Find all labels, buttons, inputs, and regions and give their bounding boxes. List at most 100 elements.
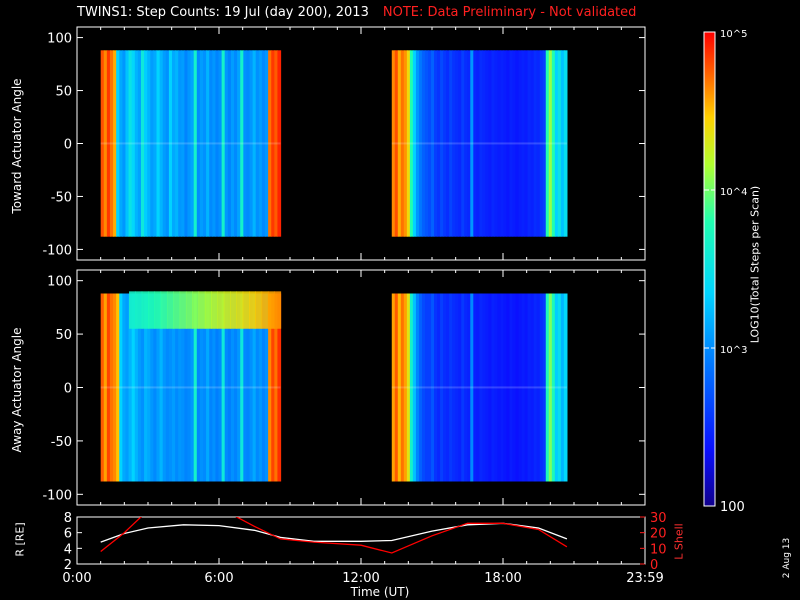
heatmap-column-1-1-26: [470, 293, 474, 482]
heatmap-column-1-0-1: [103, 293, 108, 482]
heatmap-column-0-0-57: [277, 50, 282, 237]
hot-band-cell-2: [141, 291, 149, 329]
heatmap-column-0-1-11: [424, 50, 429, 237]
hot-band-cell-21: [261, 291, 269, 329]
heatmap-column-1-0-56: [274, 293, 279, 482]
heatmap-column-0-0-26: [181, 50, 185, 237]
heatmap-column-0-0-27: [184, 50, 189, 237]
heatmap-column-0-0-49: [252, 50, 257, 237]
preliminary-note: NOTE: Data Preliminary - Not validated: [382, 5, 637, 20]
xtick-label-3: 18:00: [484, 571, 521, 586]
orbit-rtick-label-2: 10: [650, 542, 667, 557]
heatmap-column-0-0-36: [212, 50, 217, 237]
ytick-label-1-3: -50: [51, 435, 72, 450]
hot-band-cell-18: [242, 291, 250, 329]
heatmap-column-0-1-51: [545, 50, 550, 237]
heatmap-column-1-1-20: [452, 293, 456, 482]
heatmap-column-0-1-17: [443, 50, 447, 237]
heatmap-column-0-1-48: [536, 50, 541, 237]
heatmap-column-0-1-28: [476, 50, 480, 237]
heatmap-column-1-0-49: [252, 293, 257, 482]
heatmap-column-1-0-26: [181, 293, 185, 482]
heatmap-column-0-0-12: [137, 50, 142, 237]
heatmap-column-0-1-7: [412, 50, 417, 237]
heatmap-column-1-0-5: [116, 293, 120, 482]
colorbar: [703, 31, 716, 507]
hot-band-cell-3: [148, 291, 155, 329]
heatmap-column-1-0-53: [265, 293, 269, 482]
heatmap-column-0-1-33: [491, 50, 496, 237]
heatmap-column-0-1-42: [518, 50, 523, 237]
heatmap-column-0-0-0: [100, 50, 105, 237]
heatmap-column-1-1-52: [548, 293, 553, 482]
hot-band-cell-23: [274, 291, 282, 329]
orbit-rtick-label-0: 30: [650, 511, 667, 526]
heatmap-column-1-0-57: [277, 293, 282, 482]
heatmap-column-0-1-31: [485, 50, 489, 237]
heatmap-column-1-0-32: [199, 293, 204, 482]
heatmap-column-1-0-24: [175, 293, 179, 482]
heatmap-column-0-1-9: [418, 50, 423, 237]
heatmap-column-0-1-32: [488, 50, 493, 237]
heatmap-column-0-0-10: [131, 50, 136, 237]
heatmap-column-0-0-1: [103, 50, 108, 237]
heatmap-column-1-0-20: [162, 293, 167, 482]
orbit-panel-frame: [76, 516, 646, 565]
zero-angle-stripe-1-1: [391, 386, 567, 389]
ytick-label-1-1: 50: [55, 328, 72, 343]
heatmap-column-0-1-13: [431, 50, 435, 237]
heatmap-column-1-1-32: [488, 293, 493, 482]
heatmap-column-0-0-35: [209, 50, 213, 237]
chart-title-main: TWINS1: Step Counts: 19 Jul (day 200), 2…: [77, 5, 369, 20]
hot-band-cell-14: [217, 291, 225, 329]
heatmap-column-1-0-37: [215, 293, 220, 482]
heatmap-column-0-0-40: [224, 50, 229, 237]
heatmap-column-1-0-7: [122, 293, 127, 482]
heatmap-column-1-1-3: [400, 293, 405, 482]
ytick-label-1-2: 0: [64, 382, 72, 397]
heatmap-column-1-0-40: [224, 293, 229, 482]
heatmap-column-0-0-25: [178, 50, 182, 237]
heatmap-column-1-0-48: [249, 293, 254, 482]
heatmap-column-0-0-22: [168, 50, 173, 237]
heatmap-column-0-0-15: [147, 50, 151, 237]
hot-band-cell-16: [230, 291, 237, 329]
heatmap-column-1-0-45: [240, 293, 244, 482]
heatmap-column-1-1-39: [509, 293, 514, 482]
heatmap-column-1-1-53: [551, 293, 556, 482]
heatmap-column-1-1-1: [394, 293, 399, 482]
heatmap-column-1-1-46: [530, 293, 535, 482]
heatmap-column-1-0-23: [171, 293, 176, 482]
zero-angle-stripe-0-1: [391, 142, 567, 145]
colorbar-tick-label-0: 10^5: [720, 29, 747, 40]
heatmap-column-1-1-54: [554, 293, 559, 482]
heatmap-column-1-0-14: [144, 293, 148, 482]
hot-band-cell-22: [267, 291, 275, 329]
heatmap-column-1-0-15: [147, 293, 151, 482]
heatmap-column-1-1-29: [479, 293, 483, 482]
heatmap-column-1-0-30: [193, 293, 198, 482]
heatmap-column-1-0-13: [140, 293, 145, 482]
heatmap-column-1-1-44: [524, 293, 529, 482]
heatmap-column-1-0-6: [119, 293, 123, 482]
colorbar-tick-label-3: 100: [720, 500, 745, 515]
heatmap-column-0-0-41: [227, 50, 232, 237]
heatmap-column-1-0-47: [246, 293, 251, 482]
heatmap-column-0-1-50: [542, 50, 547, 237]
heatmap-column-0-1-55: [557, 50, 562, 237]
heatmap-column-0-0-21: [165, 50, 170, 237]
heatmap-column-0-0-16: [150, 50, 154, 237]
heatmap-column-0-1-2: [397, 50, 402, 237]
heatmap-column-0-1-29: [479, 50, 483, 237]
heatmap-column-1-1-49: [539, 293, 544, 482]
heatmap-column-0-0-46: [243, 50, 248, 237]
heatmap-column-1-1-6: [409, 293, 414, 482]
colorbar-tick-label-2: 10^3: [720, 345, 747, 356]
orbit-ytick-label-0: 8: [64, 511, 72, 526]
heatmap-column-0-0-56: [274, 50, 279, 237]
heatmap-column-1-0-11: [134, 293, 139, 482]
heatmap-column-0-0-20: [162, 50, 167, 237]
hot-band-cell-13: [211, 291, 219, 329]
hot-band-cell-11: [198, 291, 206, 329]
heatmap-column-0-1-39: [509, 50, 514, 237]
